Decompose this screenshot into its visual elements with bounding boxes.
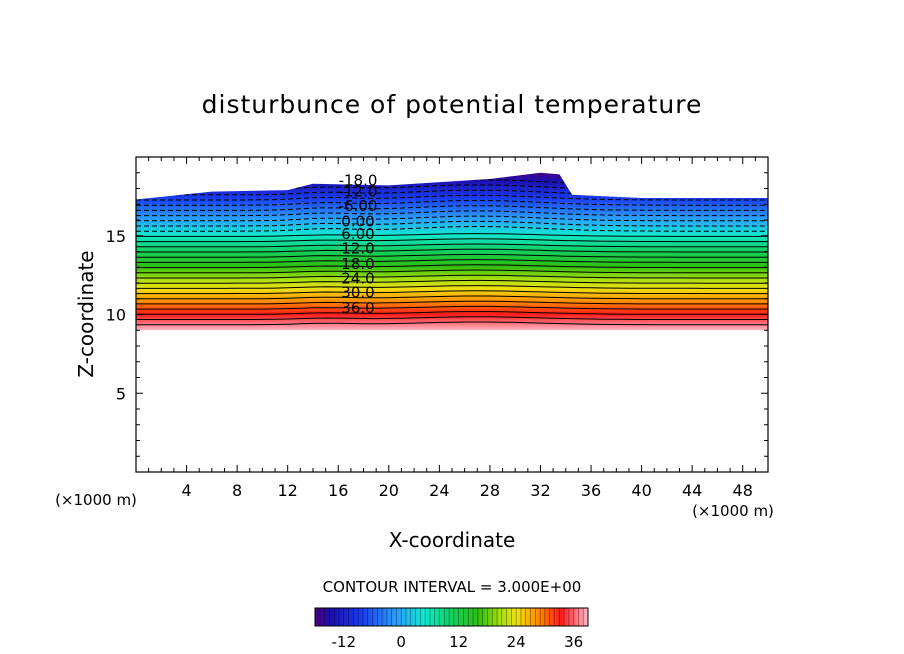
contour-label: 12.0 (341, 239, 374, 257)
x-tick-label: 48 (733, 481, 753, 500)
contour-label: 24.0 (341, 269, 374, 287)
y-tick-labels: 5 10 15 (106, 227, 126, 404)
contour-label: 6.00 (341, 225, 374, 243)
contour-label: -18.0 (339, 172, 378, 190)
isoline (136, 290, 768, 295)
colorbar-tick-label: -12 (331, 633, 356, 651)
contour-label: -6.00 (339, 197, 378, 215)
isoline (136, 321, 768, 326)
x-tick-label: 8 (232, 481, 242, 500)
y-tick-label: 5 (116, 384, 126, 403)
contour-label: 0.00 (341, 213, 374, 231)
isoline (136, 215, 768, 222)
contour-label: 18.0 (341, 255, 374, 273)
x-tick-label: 12 (278, 481, 298, 500)
contour-labels: -18.0-12.0-6.000.006.0012.018.024.030.03… (339, 172, 378, 318)
x-axis-label: X-coordinate (389, 528, 516, 552)
x-tick-label: 16 (328, 481, 348, 500)
contour-label: 30.0 (341, 283, 374, 301)
isoline (136, 243, 768, 248)
y-axis-label: Z-coordinate (74, 250, 98, 377)
x-tick-label: 28 (480, 481, 500, 500)
x-tick-label: 40 (631, 481, 651, 500)
isoline (136, 194, 768, 201)
isoline (136, 253, 768, 258)
colorbar-tick-label: 36 (564, 633, 583, 651)
isoline (136, 300, 768, 305)
isoline (136, 264, 768, 269)
x-tick-label: 36 (581, 481, 601, 500)
colorbar-ticks: -12 0 12 24 36 (314, 608, 589, 651)
isoline (136, 248, 768, 253)
colorbar-tick-label: 24 (507, 633, 526, 651)
y-tick-label: 10 (106, 306, 126, 325)
isoline (136, 199, 768, 206)
chart-title: disturbunce of potential temperature (202, 90, 703, 119)
isolines (136, 179, 768, 326)
axis-ticks (135, 156, 769, 473)
isoline (136, 305, 768, 310)
contour-label: -12.0 (339, 183, 378, 201)
isoline (136, 269, 768, 274)
colorbar-tick-label: 12 (449, 633, 468, 651)
colorbar-gradient (314, 607, 589, 627)
x-tick-labels: 4 8 12 16 20 24 28 32 36 40 44 48 (181, 481, 752, 500)
x-tick-label: 4 (181, 481, 191, 500)
isoline (136, 259, 768, 263)
colorbar-tick-label: 0 (396, 633, 406, 651)
isoline (136, 285, 768, 289)
isoline (136, 295, 768, 300)
isoline (136, 225, 768, 232)
x-tick-label: 24 (429, 481, 449, 500)
y-tick-label: 15 (106, 227, 126, 246)
isoline (136, 238, 768, 243)
isoline (136, 220, 768, 227)
isoline (136, 279, 768, 284)
contour-interval: CONTOUR INTERVAL = 3.000E+00 (323, 578, 582, 596)
x-tick-label: 44 (682, 481, 702, 500)
x-tick-label: 32 (530, 481, 550, 500)
isoline (136, 316, 768, 320)
isoline (136, 233, 768, 237)
contour-label: 36.0 (341, 299, 374, 317)
isoline (136, 274, 768, 279)
isoline (136, 205, 768, 211)
x-tick-label: 20 (379, 481, 399, 500)
contour-field: -18.0-12.0-6.000.006.0012.018.024.030.03… (136, 172, 768, 331)
x-unit-right: (×1000 m) (692, 502, 774, 520)
isoline (136, 210, 768, 217)
x-unit-left: (×1000 m) (55, 491, 137, 509)
colorbar: -12 0 12 24 36 (314, 607, 589, 651)
isoline (136, 189, 768, 196)
isoline (136, 311, 768, 315)
